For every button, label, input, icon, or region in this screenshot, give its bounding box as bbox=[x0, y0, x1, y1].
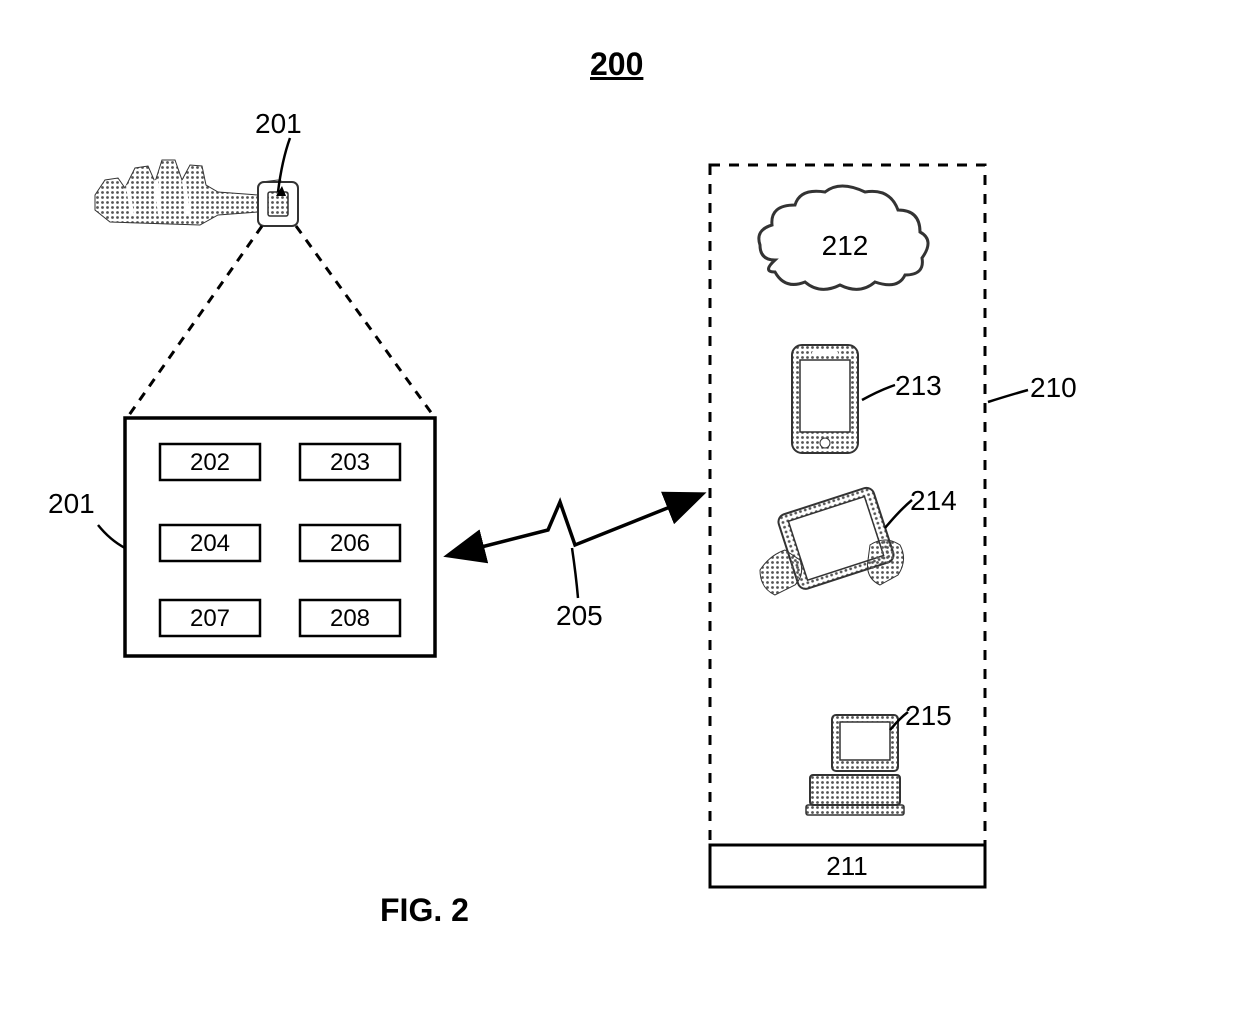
ref-208: 208 bbox=[330, 605, 370, 632]
tablet-icon bbox=[760, 486, 904, 595]
patent-diagram: 202 203 204 206 207 208 211 212 bbox=[0, 0, 1240, 1027]
ref-label-215: 215 bbox=[905, 700, 952, 732]
cloud-icon: 212 bbox=[759, 186, 928, 289]
ref-label-214: 214 bbox=[910, 485, 957, 517]
lead-line-210 bbox=[988, 390, 1028, 402]
ref-label-205: 205 bbox=[556, 600, 603, 632]
ref-203: 203 bbox=[330, 449, 370, 476]
ref-204: 204 bbox=[190, 530, 230, 557]
inner-box-206: 206 bbox=[300, 525, 400, 561]
ref-label-213: 213 bbox=[895, 370, 942, 402]
ref-211: 211 bbox=[826, 851, 867, 881]
zoom-line-left bbox=[127, 226, 262, 418]
lead-line-205 bbox=[572, 548, 578, 598]
ref-label-201-top: 201 bbox=[255, 108, 302, 140]
lead-line-201-left bbox=[98, 525, 125, 548]
hand-wearable-image bbox=[95, 160, 298, 226]
ref-206: 206 bbox=[330, 530, 370, 557]
inner-box-203: 203 bbox=[300, 444, 400, 480]
inner-box-204: 204 bbox=[160, 525, 260, 561]
inner-box-208: 208 bbox=[300, 600, 400, 636]
inner-box-202: 202 bbox=[160, 444, 260, 480]
zoom-line-right bbox=[296, 226, 435, 418]
ref-202: 202 bbox=[190, 449, 230, 476]
wireless-arrow bbox=[450, 495, 700, 555]
computer-icon bbox=[806, 715, 904, 815]
ref-212: 212 bbox=[822, 230, 869, 261]
ref-207: 207 bbox=[190, 605, 230, 632]
figure-title: 200 bbox=[590, 46, 643, 83]
phone-icon bbox=[792, 345, 858, 453]
figure-caption: FIG. 2 bbox=[380, 892, 469, 929]
lead-line-213 bbox=[862, 385, 895, 400]
inner-box-207: 207 bbox=[160, 600, 260, 636]
lead-line-214 bbox=[885, 500, 912, 528]
ref-label-201-left: 201 bbox=[48, 488, 95, 520]
ref-label-210: 210 bbox=[1030, 372, 1077, 404]
